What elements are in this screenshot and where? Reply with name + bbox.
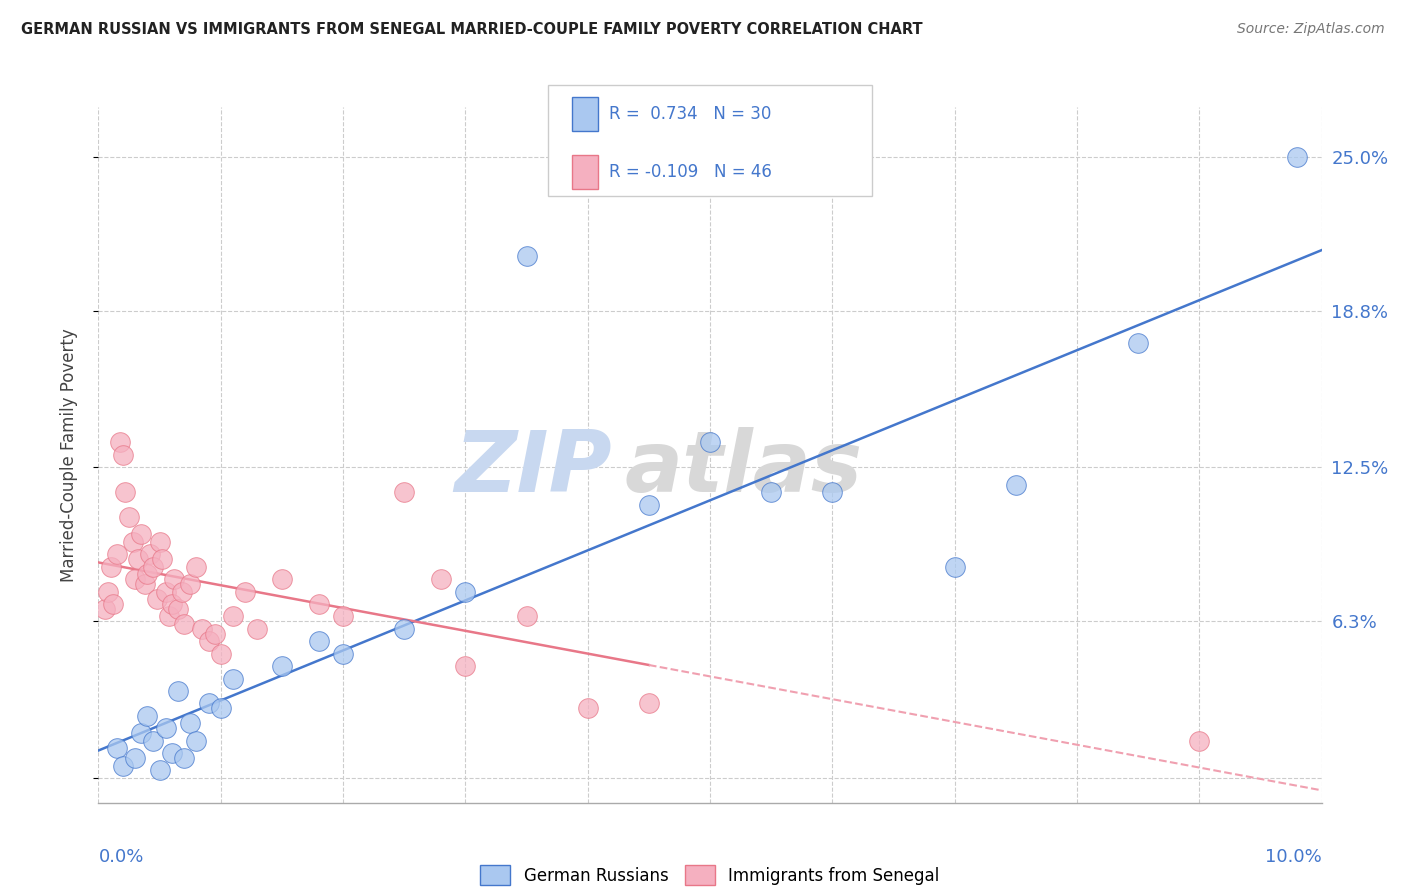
Point	[129, 726, 152, 740]
Point	[121, 535, 143, 549]
Point	[209, 647, 232, 661]
Point	[1188, 733, 1211, 747]
Point	[101, 597, 124, 611]
Point	[93, 602, 115, 616]
Point	[100, 559, 122, 574]
Point	[943, 559, 966, 574]
Point	[1128, 336, 1150, 351]
Point	[111, 758, 134, 772]
Point	[1004, 477, 1026, 491]
Text: atlas: atlas	[624, 427, 862, 510]
Point	[197, 634, 219, 648]
Point	[124, 751, 146, 765]
Point	[186, 559, 208, 574]
Point	[191, 622, 214, 636]
Point	[332, 647, 354, 661]
Point	[638, 498, 661, 512]
Point	[179, 716, 201, 731]
Point	[186, 733, 208, 747]
Point	[270, 659, 294, 673]
Point	[149, 764, 172, 778]
Point	[146, 592, 169, 607]
Point	[392, 622, 416, 636]
Point	[110, 435, 132, 450]
Point	[150, 552, 173, 566]
Point	[699, 435, 721, 450]
Text: ZIP: ZIP	[454, 427, 612, 510]
Point	[142, 733, 165, 747]
Point	[160, 746, 183, 760]
Point	[576, 701, 599, 715]
Point	[222, 672, 245, 686]
Point	[134, 577, 156, 591]
Point	[761, 485, 783, 500]
Point	[197, 697, 219, 711]
Point	[173, 751, 195, 765]
Point	[173, 616, 195, 631]
Point	[155, 584, 177, 599]
Point	[246, 622, 269, 636]
Point	[516, 609, 538, 624]
Point	[1286, 150, 1309, 164]
Point	[127, 552, 149, 566]
Point	[163, 572, 186, 586]
Point	[204, 627, 226, 641]
Point	[454, 584, 477, 599]
Point	[308, 597, 330, 611]
Point	[149, 535, 172, 549]
Point	[139, 547, 162, 561]
Point	[136, 708, 159, 723]
Point	[332, 609, 354, 624]
Point	[124, 572, 146, 586]
Text: 0.0%: 0.0%	[98, 847, 143, 865]
Point	[105, 741, 128, 756]
Point	[209, 701, 232, 715]
Point	[157, 609, 180, 624]
Point	[392, 485, 416, 500]
Y-axis label: Married-Couple Family Poverty: Married-Couple Family Poverty	[59, 328, 77, 582]
Text: 10.0%: 10.0%	[1265, 847, 1322, 865]
Point	[114, 485, 136, 500]
Point	[97, 584, 120, 599]
Point	[638, 697, 661, 711]
Text: Source: ZipAtlas.com: Source: ZipAtlas.com	[1237, 22, 1385, 37]
Point	[170, 584, 193, 599]
Point	[129, 527, 152, 541]
Point	[430, 572, 453, 586]
Point	[111, 448, 134, 462]
Legend: German Russians, Immigrants from Senegal: German Russians, Immigrants from Senegal	[474, 858, 946, 892]
Point	[118, 510, 141, 524]
Point	[136, 567, 159, 582]
Point	[142, 559, 165, 574]
Point	[160, 597, 183, 611]
Text: R =  0.734   N = 30: R = 0.734 N = 30	[609, 105, 770, 123]
Point	[179, 577, 201, 591]
Point	[167, 602, 190, 616]
Text: R = -0.109   N = 46: R = -0.109 N = 46	[609, 163, 772, 181]
Point	[233, 584, 256, 599]
Point	[454, 659, 477, 673]
Point	[516, 249, 538, 263]
Point	[167, 684, 190, 698]
Point	[155, 721, 177, 735]
Text: GERMAN RUSSIAN VS IMMIGRANTS FROM SENEGAL MARRIED-COUPLE FAMILY POVERTY CORRELAT: GERMAN RUSSIAN VS IMMIGRANTS FROM SENEGA…	[21, 22, 922, 37]
Point	[270, 572, 294, 586]
Point	[821, 485, 844, 500]
Point	[308, 634, 330, 648]
Point	[105, 547, 128, 561]
Point	[222, 609, 245, 624]
